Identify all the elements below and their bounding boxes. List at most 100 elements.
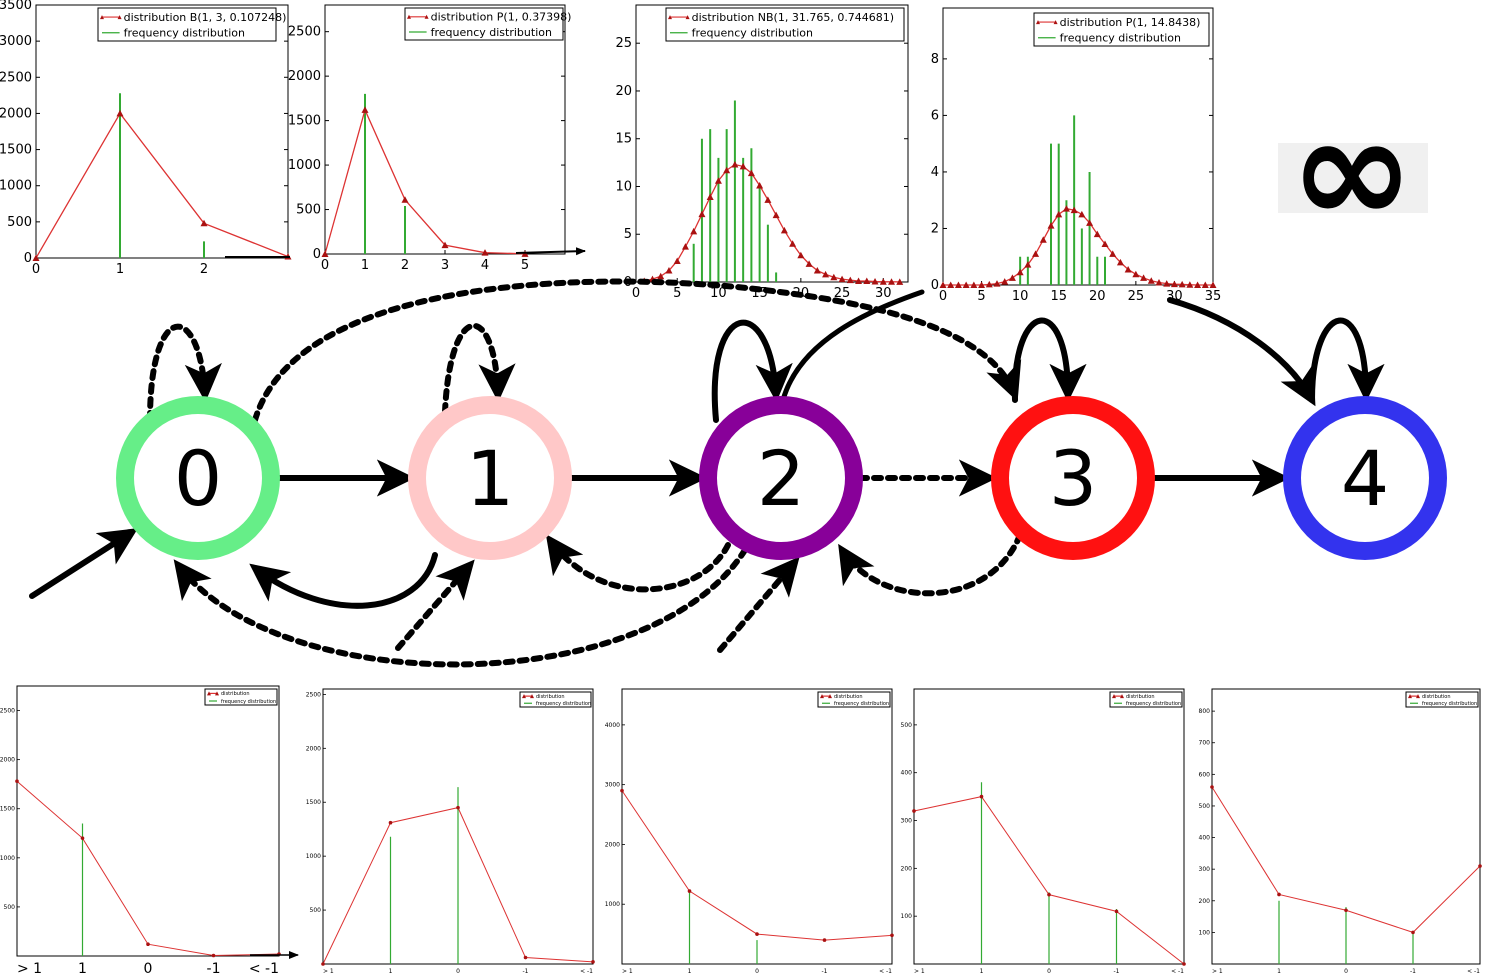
y-tick-label: 800 xyxy=(1199,708,1211,715)
distribution-point xyxy=(1344,908,1348,913)
state-label: 2 xyxy=(757,434,805,523)
x-tick-labels: > 1 1 0 -1 < -1 xyxy=(914,968,1184,975)
distribution-point xyxy=(772,211,780,219)
legend-box xyxy=(665,7,905,42)
distribution-point xyxy=(1032,250,1040,257)
x-tick-label: 1 xyxy=(389,968,393,975)
distribution-point xyxy=(657,272,665,280)
distribution-point xyxy=(1086,219,1094,226)
distribution-point xyxy=(1132,270,1140,278)
distribution-point xyxy=(756,182,764,189)
edge-to-4 xyxy=(1167,297,1316,407)
distribution-point xyxy=(939,281,947,288)
y-tick-label: 2500 xyxy=(288,25,321,40)
distribution-point xyxy=(723,166,731,174)
distribution-point xyxy=(1047,222,1055,229)
distribution-point xyxy=(456,805,460,810)
plot-frame xyxy=(621,688,893,965)
infinity-icon: ∞ xyxy=(1290,84,1415,258)
distribution-point xyxy=(979,794,984,799)
y-tick-label: 3000 xyxy=(605,782,620,789)
x-tick-label: 1 xyxy=(980,968,984,975)
y-tick-label: 20 xyxy=(615,84,632,99)
distribution-point xyxy=(1277,892,1281,897)
x-tick-label: < -1 xyxy=(580,968,593,975)
y-tick-label: 8 xyxy=(931,52,939,67)
distribution-point xyxy=(993,280,1001,287)
distribution-point xyxy=(1109,250,1117,257)
distribution-point xyxy=(146,942,150,947)
distribution-point xyxy=(388,820,393,825)
distribution-point xyxy=(1170,280,1178,288)
state-ring xyxy=(116,396,280,560)
y-tick-label: 1500 xyxy=(288,114,321,129)
y-tick-label: 1500 xyxy=(0,143,32,158)
distribution-point xyxy=(739,162,747,170)
distribution-line xyxy=(620,788,894,942)
distribution-point xyxy=(1024,261,1032,268)
x-tick-label: 35 xyxy=(1205,289,1222,304)
y-tick-label: 3000 xyxy=(0,34,32,49)
distribution-point xyxy=(879,278,887,285)
y-tick-label: 600 xyxy=(1199,771,1211,778)
legend-box xyxy=(1405,691,1479,708)
distribution-point xyxy=(1078,210,1086,218)
distribution-point xyxy=(620,788,624,793)
distribution-point xyxy=(1070,206,1078,214)
state-label: 3 xyxy=(1049,434,1097,523)
edge-3-to-2-dotted xyxy=(838,532,1023,597)
distribution-point xyxy=(211,953,216,958)
bottom-chart-2: 500 1000 1500 2000 2500 > 1 1 0 -1 < -1 distribu… xyxy=(306,688,595,975)
y-tick-label: 0 xyxy=(24,251,32,266)
y-tick-label: 2000 xyxy=(306,745,321,752)
distribution-point xyxy=(1194,281,1202,288)
y-tick-label: 100 xyxy=(901,913,913,920)
distribution-line xyxy=(15,779,281,958)
y-tick-labels: 0 500 1000 1500 2000 2500 xyxy=(288,25,565,262)
x-tick-labels: > 1 1 0 -1 < -1 xyxy=(17,961,279,977)
distribution-point xyxy=(805,260,813,267)
x-tick-label: 5 xyxy=(521,258,529,273)
frequency-bars xyxy=(364,93,406,254)
y-tick-label: 1000 xyxy=(0,855,15,862)
legend-distribution-label: distribution B(1, 3, 0.107248) xyxy=(124,11,287,24)
distribution-point xyxy=(1101,240,1109,248)
distribution-point xyxy=(830,273,838,281)
edge-1-to-0 xyxy=(249,552,438,609)
distribution-point xyxy=(822,938,827,942)
y-tick-label: 2 xyxy=(931,221,939,236)
legend-distribution-marker xyxy=(820,694,832,699)
legend-frequency-label: frequency distribution xyxy=(536,701,591,707)
legend-distribution-label: distribution xyxy=(221,691,250,697)
y-tick-label: 1000 xyxy=(306,853,321,860)
y-tick-labels: 100 200 300 400 500 600 700 800 xyxy=(1199,708,1215,936)
legend-box xyxy=(97,7,277,42)
distribution-line xyxy=(912,794,1186,966)
x-tick-label: 0 xyxy=(939,289,947,304)
distribution-point xyxy=(321,962,325,966)
legend-frequency-label: frequency distribution xyxy=(431,26,552,39)
y-tick-label: 4 xyxy=(931,165,939,180)
distribution-point xyxy=(1178,280,1186,288)
distribution-point xyxy=(698,210,706,218)
distribution-point xyxy=(481,249,489,256)
distribution-point xyxy=(1124,265,1132,273)
plot-frame xyxy=(635,4,909,283)
plot-frame xyxy=(35,4,289,259)
legend-distribution-label: distribution P(1, 0.37398) xyxy=(431,11,572,24)
y-tick-label: 1500 xyxy=(306,799,321,806)
distribution-point xyxy=(1055,210,1063,218)
x-tick-label: 30 xyxy=(875,286,892,301)
x-tick-label: 10 xyxy=(710,286,727,301)
x-tick-label: < -1 xyxy=(879,968,892,975)
y-tick-label: 1500 xyxy=(0,806,15,813)
legend-box xyxy=(1109,691,1183,708)
incoming-to-2-dotted xyxy=(717,556,800,653)
legend: distribution P(1, 14.8438) frequency dist… xyxy=(1033,12,1210,47)
distribution-point xyxy=(764,196,772,203)
y-tick-labels: 0 2 4 6 8 xyxy=(931,52,1213,293)
y-tick-labels: 1000 2000 3000 4000 xyxy=(605,722,625,908)
